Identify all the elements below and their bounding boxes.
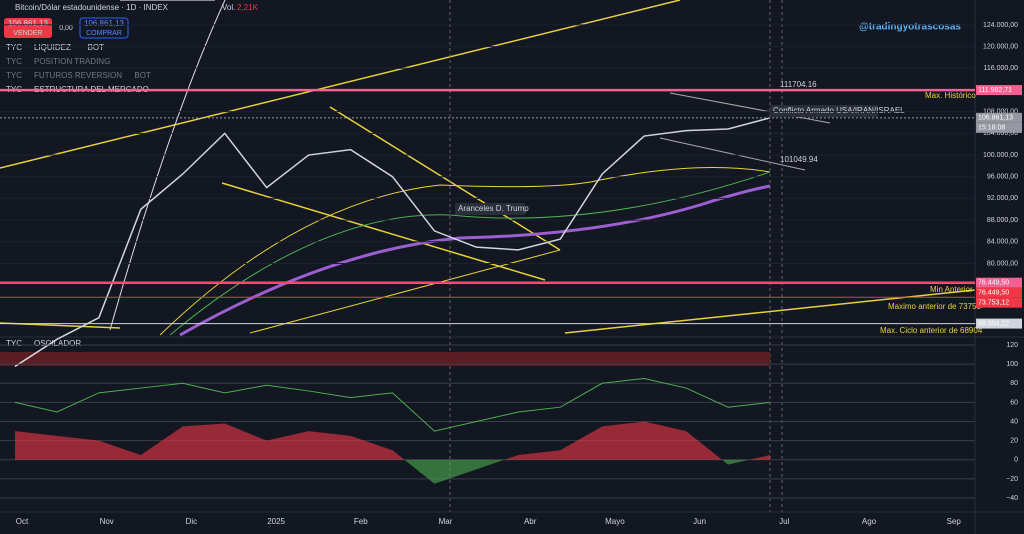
price-tag-label: 68.904,22 [978,320,1009,327]
annotation: 101049.94 [780,155,818,164]
y-tick-label: 88.000,00 [987,217,1018,224]
trend-line [109,0,226,331]
indicator-suffix: BOT [88,43,105,52]
time-label: Dic [186,517,198,526]
indicator-name: LIQUIDEZ [34,43,71,52]
y-tick-label: 124.000,00 [983,22,1018,29]
time-label: Oct [16,517,29,526]
price-tag [976,297,1022,308]
annotation: Conflicto Armado USA/IRAN/ISRAEL [773,106,905,115]
annotation: Aranceles D. Trump [458,204,529,213]
y-tick-label: 84.000,00 [987,239,1018,246]
indicator-row: TYC FUTUROS REVERSION BOT [6,71,151,80]
time-label: 2025 [267,517,285,526]
y-tick-label: 100.000,00 [983,152,1018,159]
annotation: Max. Histórico [925,91,976,100]
y-tick-label: 96.000,00 [987,174,1018,181]
clock-tag [976,122,1022,133]
indicator-row: TYC POSITION TRADING [6,57,110,66]
indicator-row: TYC LIQUIDEZ BOT [6,43,104,52]
histogram-area [15,421,770,460]
y-tick-label: 20 [1010,438,1018,445]
annotation: 111704.16 [780,80,817,89]
y-tick-label: 0 [1014,457,1018,464]
sell-button[interactable] [4,18,52,38]
y-tick-label: 120 [1006,342,1018,349]
sell-label[interactable]: VENDER [13,30,42,37]
osc-title: OSCILADOR [34,339,81,348]
price-tag-label: 76.449,50 [978,290,1009,297]
line [14,377,771,432]
channel [659,137,806,171]
indicator-suffix: BOT [134,71,151,80]
time-label: Abr [524,517,537,526]
time-label: Nov [100,517,114,526]
time-label: Feb [354,517,368,526]
buy-price[interactable]: 106.861,13 [84,19,125,28]
y-tick-label: 80.000,00 [987,260,1018,267]
time-label: Mar [439,517,453,526]
spread: 0,00 [59,25,73,32]
y-tick-label: 116.000,00 [983,65,1018,72]
annotation: Min Anterior [930,285,973,294]
y-tick-label: 40 [1010,418,1018,425]
clock: 15:18:08 [978,125,1005,132]
channel [669,92,831,124]
y-tick-label: −40 [1006,495,1018,502]
y-tick-label: 104.000,00 [983,130,1018,137]
price-tag [976,112,1022,123]
y-tick-label: 120.000,00 [983,43,1018,50]
y-tick-label: −20 [1006,476,1018,483]
vol-label: Vol. [222,3,235,12]
price-tag-label: 76.449,50 [978,280,1009,287]
price-tag [976,85,1022,96]
y-tick-label: 80 [1010,380,1018,387]
annotation: Max. Ciclo anterior de 68904 [880,326,983,335]
indicator-prefix: TYC [6,57,22,66]
vol-value: 2,21K [237,3,259,12]
price-tag-label: 73.753,12 [978,300,1009,307]
buy-label[interactable]: COMPRAR [86,30,122,37]
price-tag [976,287,1022,298]
annotation-box [455,203,525,215]
y-tick-label: 108.000,00 [983,109,1018,116]
price-tag [976,277,1022,288]
trend-line [0,0,681,169]
buy-button[interactable] [79,17,129,39]
moving-average [179,184,771,337]
signal-strip [0,352,770,366]
price-tag-label: 111.982,71 [978,87,1012,94]
moving-average [159,167,771,336]
indicator-name: FUTUROS REVERSION [34,71,122,80]
y-tick-label: 60 [1010,399,1018,406]
time-label: Mayo [605,517,625,526]
moving-average [169,171,771,336]
indicator-name: POSITION TRADING [34,57,110,66]
trend-line [329,106,561,251]
line [14,117,771,368]
time-label: Sep [947,517,962,526]
time-label: Jul [779,517,789,526]
y-tick-label: 100 [1006,361,1018,368]
annotation-box [770,105,878,117]
price-tag-label: 106.861,13 [978,115,1013,122]
time-label: Ago [862,517,877,526]
watermark: @tradingyotrascosas [859,22,961,33]
symbol: Bitcoin/Dólar estadounidense · 1D · INDE… [15,3,169,12]
y-tick-label: 92.000,00 [987,195,1018,202]
price-tag [976,318,1022,329]
indicator-prefix: TYC [6,43,22,52]
sell-price[interactable]: 106.861,13 [8,19,49,28]
annotation: Maximo anterior de 73753 [888,302,981,311]
indicator-prefix: TYC [6,71,22,80]
osc-prefix: TYC [6,339,22,348]
time-label: Jun [693,517,706,526]
